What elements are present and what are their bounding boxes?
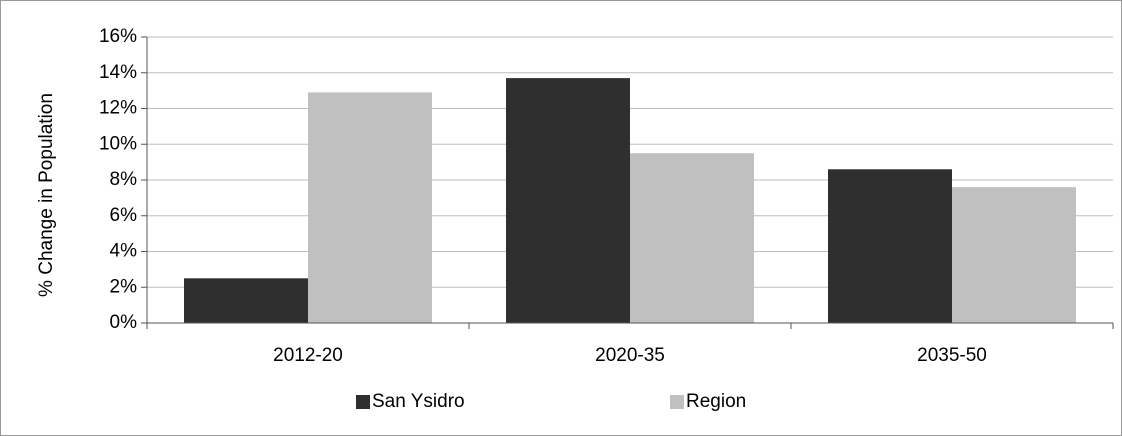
bar-region-2012-20 <box>308 92 432 323</box>
y-tick-labels: 0% 2% 4% 6% 8% 10% 12% 14% 16% <box>99 26 137 333</box>
y-tick-label: 8% <box>110 169 138 190</box>
x-tick-labels: 2012-20 2020-35 2035-50 <box>273 345 987 366</box>
legend-label: Region <box>686 391 746 412</box>
y-tick-label: 16% <box>99 26 137 47</box>
y-axis-title: % Change in Population <box>36 93 57 297</box>
legend-swatch <box>670 395 684 409</box>
bar-san-ysidro-2012-20 <box>184 278 308 323</box>
y-tick-label: 6% <box>110 205 138 226</box>
y-tick-label: 12% <box>99 98 137 119</box>
x-tick-label: 2020-35 <box>595 345 665 366</box>
legend-label: San Ysidro <box>372 391 465 412</box>
axes <box>141 36 1114 329</box>
legend-item: San Ysidro <box>356 391 465 412</box>
y-tick-label: 4% <box>110 241 138 262</box>
y-tick-label: 0% <box>110 312 138 333</box>
y-tick-label: 10% <box>99 133 137 154</box>
legend-swatch <box>356 395 370 409</box>
x-tick-label: 2035-50 <box>917 345 987 366</box>
bar-san-ysidro-2035-50 <box>828 169 952 323</box>
x-tick-label: 2012-20 <box>273 345 343 366</box>
legend-item: Region <box>670 391 746 412</box>
bar-san-ysidro-2020-35 <box>506 78 630 323</box>
legend: San Ysidro Region <box>356 391 746 412</box>
bars <box>184 78 1076 323</box>
bar-region-2035-50 <box>952 187 1076 323</box>
y-tick-label: 2% <box>110 276 138 297</box>
bar-region-2020-35 <box>630 153 754 323</box>
y-tick-label: 14% <box>99 62 137 83</box>
